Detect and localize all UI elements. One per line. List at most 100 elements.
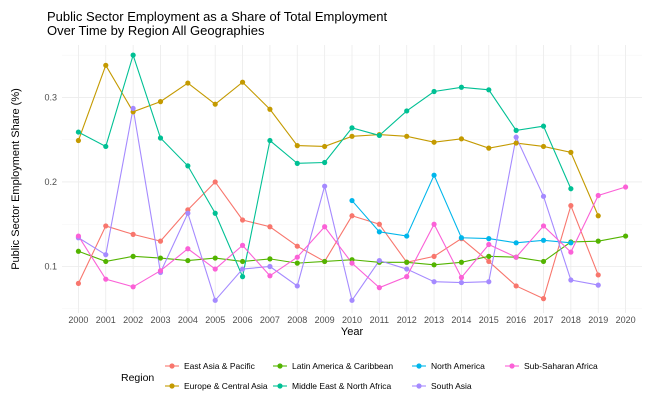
data-point-europe-central-asia [568,149,574,155]
data-point-middle-east-north-africa [185,163,191,169]
data-point-south-asia [540,193,547,199]
data-point-middle-east-north-africa [376,132,382,139]
y-axis-title: Public Sector Employment Share (%) [10,88,22,270]
data-point-sub-saharan-africa [103,276,109,282]
data-point-south-asia [486,279,492,285]
legend: Region East Asia & Pacific Europe & Centr… [121,361,598,391]
data-point-south-asia [322,183,328,189]
x-tick-label: 2014 [451,315,471,325]
data-point-north-america [458,235,465,241]
x-tick-label: 2007 [260,315,280,325]
legend-key-point [509,363,515,369]
data-point-middle-east-north-africa [486,87,492,93]
data-point-sub-saharan-africa [431,221,437,227]
data-point-sub-saharan-africa [157,268,164,274]
data-point-east-asia-pacific [513,283,519,289]
data-point-east-asia-pacific [267,224,273,230]
x-axis-title: Year [341,326,364,338]
data-point-sub-saharan-africa [322,224,328,230]
data-point-south-asia [431,279,437,285]
data-point-latin-america-caribbean [322,258,328,265]
data-point-middle-east-north-africa [431,88,437,95]
data-point-middle-east-north-africa [267,137,273,144]
legend-key-point [277,363,283,369]
legend-key-point [416,383,422,389]
data-point-latin-america-caribbean [622,233,629,239]
data-point-latin-america-caribbean [404,259,410,265]
x-tick-label: 2002 [123,315,143,325]
x-tick-label: 2000 [68,315,88,325]
legend-label-sub-saharan-africa: Sub-Saharan Africa [524,361,598,371]
data-point-europe-central-asia [267,106,273,112]
data-point-middle-east-north-africa [75,129,82,135]
data-point-north-america [431,172,437,178]
legend-key-sub-saharan-africa [505,363,519,369]
data-point-east-asia-pacific [212,179,218,185]
legend-label-north-america: North America [431,361,485,371]
data-point-middle-east-north-africa [404,108,410,114]
data-point-middle-east-north-africa [568,186,574,192]
legend-key-north-america [412,363,426,369]
legend-key-latin-america-caribbean [273,363,287,369]
x-tick-label: 2020 [616,315,636,325]
x-tick-label: 2005 [205,315,225,325]
data-point-middle-east-north-africa [513,127,519,133]
data-point-europe-central-asia [431,139,437,145]
data-point-europe-central-asia [322,143,328,150]
data-point-middle-east-north-africa [540,123,547,129]
data-point-south-asia [595,282,601,288]
data-point-middle-east-north-africa [239,274,246,280]
data-point-sub-saharan-africa [595,192,601,199]
data-point-east-asia-pacific [157,238,164,244]
data-point-east-asia-pacific [75,280,82,287]
data-point-south-asia [458,279,465,286]
data-point-north-america [540,237,547,243]
data-point-middle-east-north-africa [130,52,136,58]
data-point-latin-america-caribbean [458,259,465,265]
data-point-sub-saharan-africa [540,223,547,229]
legend-label-east-asia-pacific: East Asia & Pacific [184,361,256,371]
data-point-north-america [486,236,492,242]
data-point-south-asia [568,277,574,283]
x-tick-label: 2011 [370,315,389,325]
data-point-south-asia [103,252,109,258]
legend-label-latin-america-caribbean: Latin America & Caribbean [292,361,393,371]
x-tick-label: 2001 [96,315,116,325]
x-tick-label: 2018 [561,315,581,325]
legend-key-south-asia [412,383,426,389]
data-point-europe-central-asia [486,145,492,151]
data-point-east-asia-pacific [239,217,246,223]
data-point-east-asia-pacific [294,243,300,249]
y-tick-label: 0.1 [44,262,57,272]
y-tick-label: 0.2 [44,177,57,187]
series-line-europe-central-asia [77,64,599,216]
data-point-europe-central-asia [75,137,82,144]
data-point-sub-saharan-africa [239,242,246,248]
chart-title: Public Sector Employment as a Share of T… [47,9,387,38]
data-point-sub-saharan-africa [349,260,355,266]
series-line-east-asia-pacific [77,181,599,300]
data-point-latin-america-caribbean [157,255,164,261]
data-point-east-asia-pacific [130,231,136,237]
data-point-latin-america-caribbean [431,262,437,268]
data-point-europe-central-asia [404,133,410,139]
x-tick-label: 2012 [397,315,417,325]
data-point-south-asia [404,266,410,272]
data-point-latin-america-caribbean [185,257,191,264]
legend-key-middle-east-north-africa [273,383,287,389]
data-point-latin-america-caribbean [212,255,218,261]
legend-key-point [169,363,175,369]
data-point-middle-east-north-africa [157,135,164,141]
data-point-sub-saharan-africa [294,254,300,260]
data-point-middle-east-north-africa [322,159,328,166]
x-tick-label: 2010 [342,315,362,325]
legend-label-middle-east-north-africa: Middle East & North Africa [292,381,391,391]
data-point-middle-east-north-africa [103,143,109,150]
data-point-middle-east-north-africa [349,125,355,131]
data-point-north-america [349,197,355,204]
data-point-latin-america-caribbean [595,238,601,244]
data-point-east-asia-pacific [376,221,382,227]
data-point-east-asia-pacific [103,223,109,229]
legend-key-point [416,363,422,369]
legend-key-europe-central-asia [165,383,179,389]
